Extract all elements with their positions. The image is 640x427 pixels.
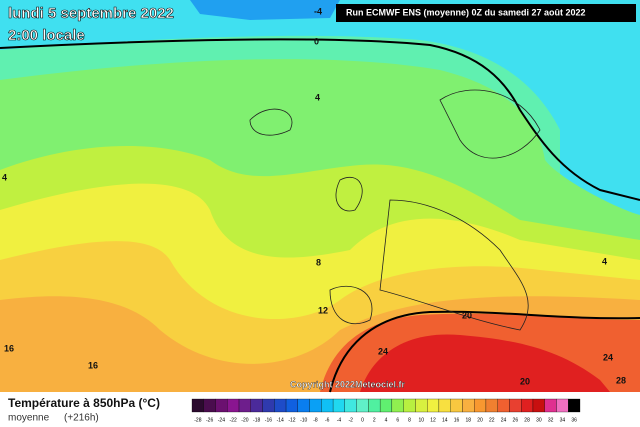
scale-label: -12 bbox=[288, 417, 295, 423]
scale-label: -8 bbox=[313, 417, 318, 423]
cold-area bbox=[190, 0, 340, 20]
scale-label: -18 bbox=[253, 417, 260, 423]
contour-label: -4 bbox=[314, 6, 322, 16]
scale-swatch bbox=[250, 398, 263, 413]
scale-label: 28 bbox=[524, 417, 530, 423]
scale-swatch bbox=[474, 398, 487, 413]
zone-24 bbox=[360, 334, 610, 392]
contour-label: 4 bbox=[315, 92, 320, 102]
scale-label: 4 bbox=[385, 417, 388, 423]
scale-label: 30 bbox=[536, 417, 542, 423]
scale-swatch bbox=[509, 398, 522, 413]
scale-label: -4 bbox=[337, 417, 342, 423]
time-label: 2:00 locale bbox=[8, 27, 85, 44]
scale-swatch bbox=[415, 398, 428, 413]
scale-swatch bbox=[238, 398, 251, 413]
scale-swatch bbox=[438, 398, 451, 413]
scale-label: 22 bbox=[489, 417, 495, 423]
contour-label: 20 bbox=[462, 310, 472, 320]
scale-label: -10 bbox=[300, 417, 307, 423]
scale-label: 36 bbox=[571, 417, 577, 423]
scale-label: -2 bbox=[349, 417, 354, 423]
footer-subtitle: moyenne bbox=[8, 413, 50, 424]
scale-swatch bbox=[285, 398, 298, 413]
scale-label: 2 bbox=[373, 417, 376, 423]
scale-label: 10 bbox=[418, 417, 424, 423]
scale-label: 14 bbox=[442, 417, 448, 423]
color-scale: -28 -26 -24 -22 -20 -18 -16 -14 -12 -10 -8 -6 -4 -2 0 2… bbox=[191, 398, 581, 423]
scale-label: -20 bbox=[241, 417, 248, 423]
scale-label: 34 bbox=[560, 417, 566, 423]
contour-label: 28 bbox=[616, 375, 626, 385]
scale-swatch bbox=[544, 398, 557, 413]
scale-swatch bbox=[191, 398, 204, 413]
scale-swatch bbox=[297, 398, 310, 413]
scale-label: 24 bbox=[501, 417, 507, 423]
scale-swatch bbox=[568, 398, 581, 413]
scale-swatch bbox=[497, 398, 510, 413]
isotherm-0 bbox=[0, 38, 640, 201]
scale-swatch bbox=[332, 398, 345, 413]
scale-swatch bbox=[403, 398, 416, 413]
footer-lead: (+216h) bbox=[64, 413, 99, 424]
scale-swatch bbox=[321, 398, 334, 413]
scale-swatch bbox=[391, 398, 404, 413]
scale-swatch bbox=[262, 398, 275, 413]
scale-swatch bbox=[485, 398, 498, 413]
scale-swatch bbox=[274, 398, 287, 413]
scale-label: -26 bbox=[206, 417, 213, 423]
isotherm-20 bbox=[329, 310, 640, 393]
footer-title: Température à 850hPa (°C) bbox=[8, 396, 160, 410]
scale-swatch bbox=[556, 398, 569, 413]
contour-label: 4 bbox=[602, 256, 607, 266]
scale-label: -16 bbox=[265, 417, 272, 423]
contour-label: 8 bbox=[316, 257, 321, 267]
scale-label: -6 bbox=[325, 417, 330, 423]
date-label: lundi 5 septembre 2022 bbox=[8, 5, 174, 22]
scale-swatch bbox=[521, 398, 534, 413]
scale-label: -28 bbox=[194, 417, 201, 423]
contour-label: 12 bbox=[318, 305, 328, 315]
scale-swatch bbox=[379, 398, 393, 413]
scale-swatch bbox=[356, 398, 369, 413]
run-box bbox=[336, 4, 636, 22]
contour-label: 4 bbox=[2, 172, 7, 182]
run-label: Run ECMWF ENS (moyenne) 0Z du samedi 27 … bbox=[346, 7, 586, 17]
scale-swatch bbox=[462, 398, 475, 413]
scale-label: 26 bbox=[513, 417, 519, 423]
coastline bbox=[249, 89, 541, 331]
scale-swatch bbox=[215, 398, 228, 413]
scale-swatch bbox=[227, 398, 240, 413]
scale-label: 12 bbox=[430, 417, 436, 423]
copyright: Copyright 2022Meteociel.fr bbox=[290, 379, 406, 389]
scale-swatch bbox=[368, 398, 381, 413]
contour-label: 24 bbox=[603, 352, 613, 362]
scale-swatch bbox=[309, 398, 322, 413]
scale-swatch bbox=[203, 398, 216, 413]
scale-swatch bbox=[532, 398, 545, 413]
scale-label: 6 bbox=[396, 417, 399, 423]
contour-label: 24 bbox=[378, 346, 388, 356]
scale-label: 18 bbox=[466, 417, 472, 423]
scale-label: 32 bbox=[548, 417, 554, 423]
scale-label: -14 bbox=[277, 417, 284, 423]
scale-label: 16 bbox=[454, 417, 460, 423]
contour-label: 16 bbox=[88, 360, 98, 370]
scale-label: 20 bbox=[477, 417, 483, 423]
scale-label: 8 bbox=[408, 417, 411, 423]
scale-label: -22 bbox=[230, 417, 237, 423]
contour-label: 0 bbox=[314, 36, 319, 46]
scale-swatch bbox=[427, 398, 440, 413]
scale-swatch bbox=[450, 398, 463, 413]
contour-label: 20 bbox=[520, 376, 530, 386]
scale-label: -24 bbox=[218, 417, 225, 423]
contour-label: 16 bbox=[4, 343, 14, 353]
scale-swatch bbox=[344, 398, 357, 413]
scale-label: 0 bbox=[361, 417, 364, 423]
